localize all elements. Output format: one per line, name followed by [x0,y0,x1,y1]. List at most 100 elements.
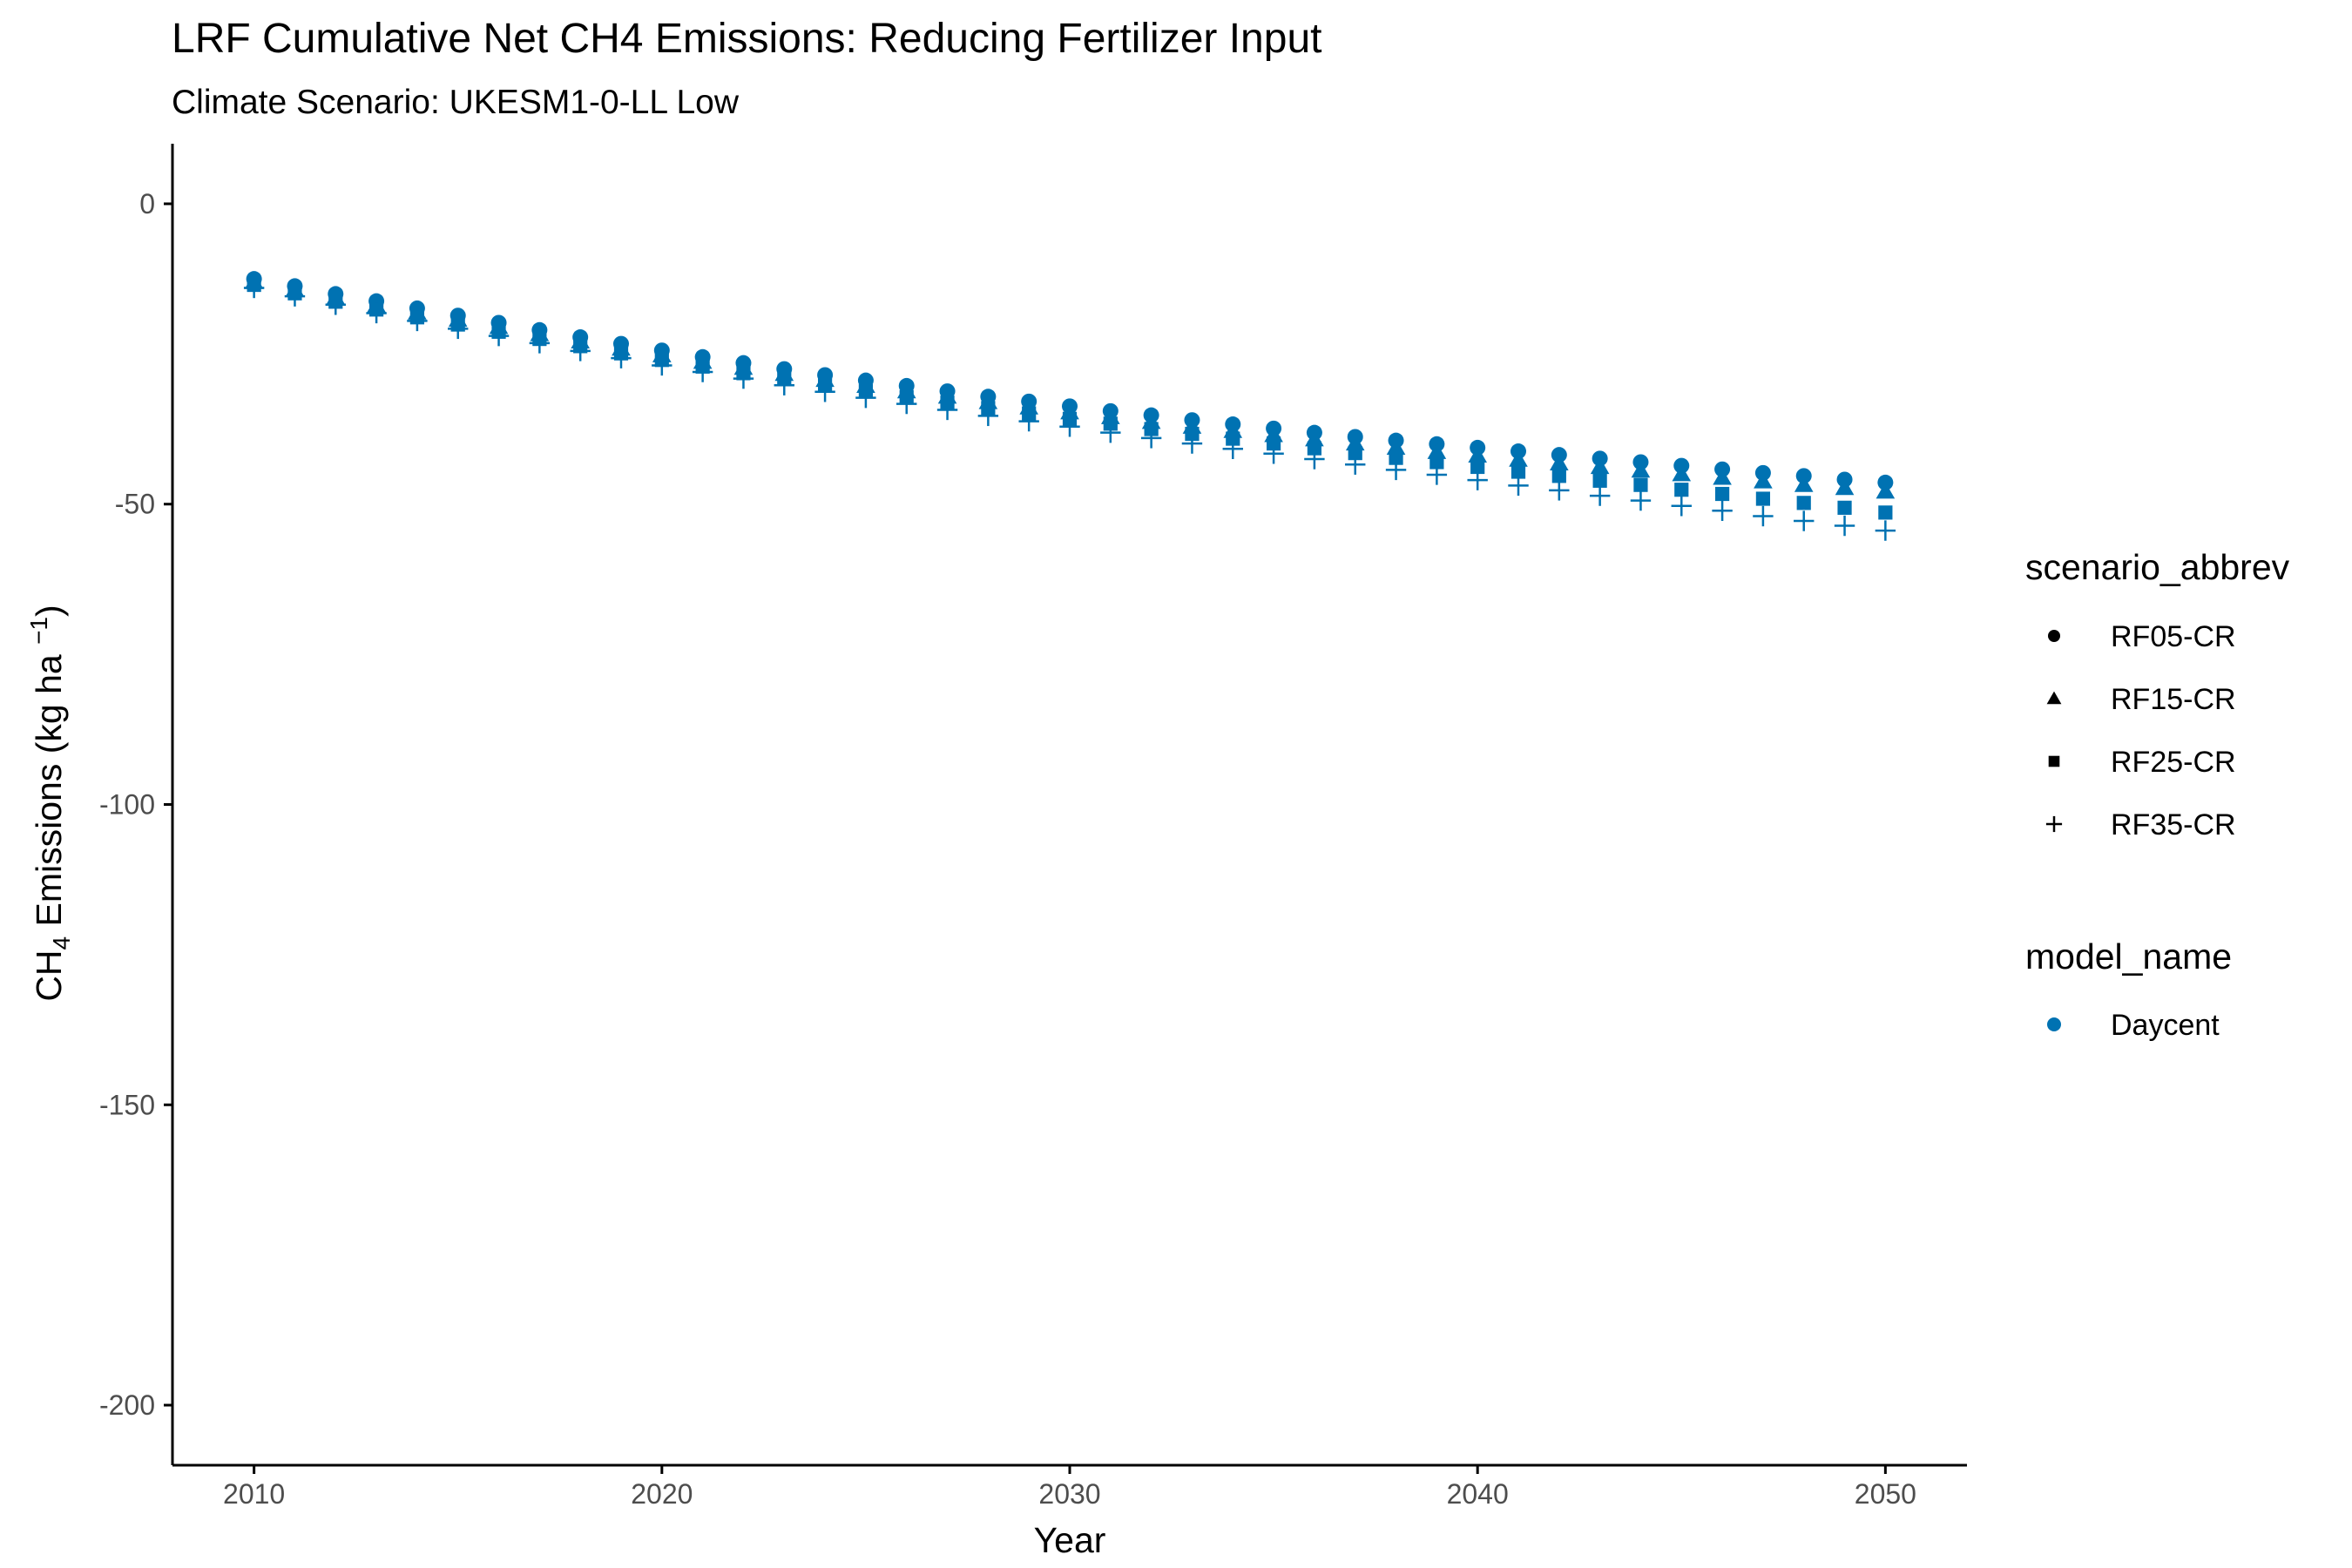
x-tick-label: 2050 [1855,1478,1916,1510]
chart-title: LRF Cumulative Net CH4 Emissions: Reduci… [172,16,1321,62]
data-point [1511,464,1526,479]
data-point [1348,446,1362,461]
legend-scenario-title: scenario_abbrev [2025,547,2290,587]
y-tick-label: -150 [99,1089,155,1120]
data-point [1875,520,1896,541]
data-point [1345,454,1366,475]
data-point [1712,500,1733,522]
data-point [1630,490,1652,511]
legend-item-RF35-CR: RF35-CR [2045,808,2236,841]
legend-label: RF35-CR [2111,808,2236,841]
data-point [1753,505,1774,527]
data-point [1671,496,1692,517]
data-point [1140,428,1162,449]
data-point [1878,505,1893,520]
data-point [1100,422,1121,443]
x-axis-ticks: 2010 2020 2030 2040 2050 [223,1465,1916,1510]
y-axis-title: CH4 Emissions (kg ha −1) [25,605,75,1001]
x-axis-title: Year [1034,1520,1106,1560]
data-point [1426,464,1448,485]
data-point [1468,446,1487,463]
data-point [1508,475,1529,497]
y-axis-title-superscript: −1 [25,617,52,645]
data-point [1389,450,1403,465]
y-axis-title-close: ) [29,605,69,617]
data-point [488,325,510,347]
y-axis-ticks: 0 -50 -100 -150 -200 [99,188,172,1421]
chart-subtitle: Climate Scenario: UKESM1-0-LL Low [172,84,740,121]
data-point [1589,485,1611,506]
data-point [1385,459,1407,481]
data-point [1470,459,1485,475]
data-point [855,387,876,409]
data-point [1837,500,1852,515]
y-axis-title-units: Emissions (kg ha [29,645,69,936]
legend-model-title: model_name [2025,936,2232,977]
data-point [1672,464,1692,482]
data-point [936,399,958,421]
series-RF35-CR [243,277,1896,541]
data-point [774,375,794,395]
data-point [1754,471,1773,489]
data-point [1018,410,1039,432]
data-point [1755,491,1771,506]
y-tick-label: -200 [99,1389,155,1421]
data-point [1550,454,1569,470]
data-point [611,348,632,368]
data-point [1263,443,1284,464]
legend-key-circle [2047,1017,2061,1031]
legend-key-triangle [2046,691,2062,705]
legend-key-square [2048,755,2060,767]
x-tick-label: 2020 [631,1478,693,1510]
x-tick-label: 2010 [223,1478,285,1510]
legend-label: RF05-CR [2111,620,2236,653]
y-axis-title-subscript: 4 [48,936,75,950]
legend-label: Daycent [2111,1009,2220,1042]
data-point [284,286,306,307]
legend-label: RF15-CR [2111,683,2236,716]
data-point [1266,436,1281,451]
data-point [814,382,835,402]
data-point [1181,433,1203,454]
y-tick-label: -50 [115,489,155,520]
data-point [243,277,265,299]
data-point [733,368,754,389]
data-point [1674,483,1689,497]
data-point [1714,486,1730,502]
data-point [1796,496,1811,510]
legend-item-Daycent: Daycent [2047,1009,2220,1042]
data-point [692,362,713,382]
data-point [1226,431,1240,446]
data-point [1222,438,1243,459]
legend-key-circle [2048,630,2060,642]
data-point [1429,455,1444,470]
data-point [977,405,999,427]
data-point [1304,449,1325,470]
data-point [1386,438,1406,456]
data-point [1876,482,1896,499]
data-point [1307,441,1322,456]
data-point [1835,478,1855,496]
data-point [1834,515,1855,537]
data-point [1551,469,1566,483]
data-point [325,294,346,315]
data-point [1059,416,1080,437]
data-point [1427,442,1447,459]
data-point [1509,449,1528,467]
y-tick-label: 0 [139,188,155,220]
x-tick-label: 2040 [1447,1478,1509,1510]
legend-scenario: scenario_abbrev RF05-CR RF15-CR RF25-CR RF3… [2025,547,2290,841]
data-points [243,271,1896,541]
data-point [652,355,672,376]
data-point [448,318,469,340]
legend-item-RF15-CR: RF15-CR [2046,683,2236,716]
data-point [1633,477,1648,492]
y-tick-label: -100 [99,789,155,821]
series-RF05-CR [246,271,1894,490]
x-tick-label: 2030 [1038,1478,1100,1510]
legend-model: model_name Daycent [2025,936,2232,1042]
data-point [896,393,917,415]
data-point [570,341,591,362]
legend-item-RF25-CR: RF25-CR [2048,746,2236,779]
